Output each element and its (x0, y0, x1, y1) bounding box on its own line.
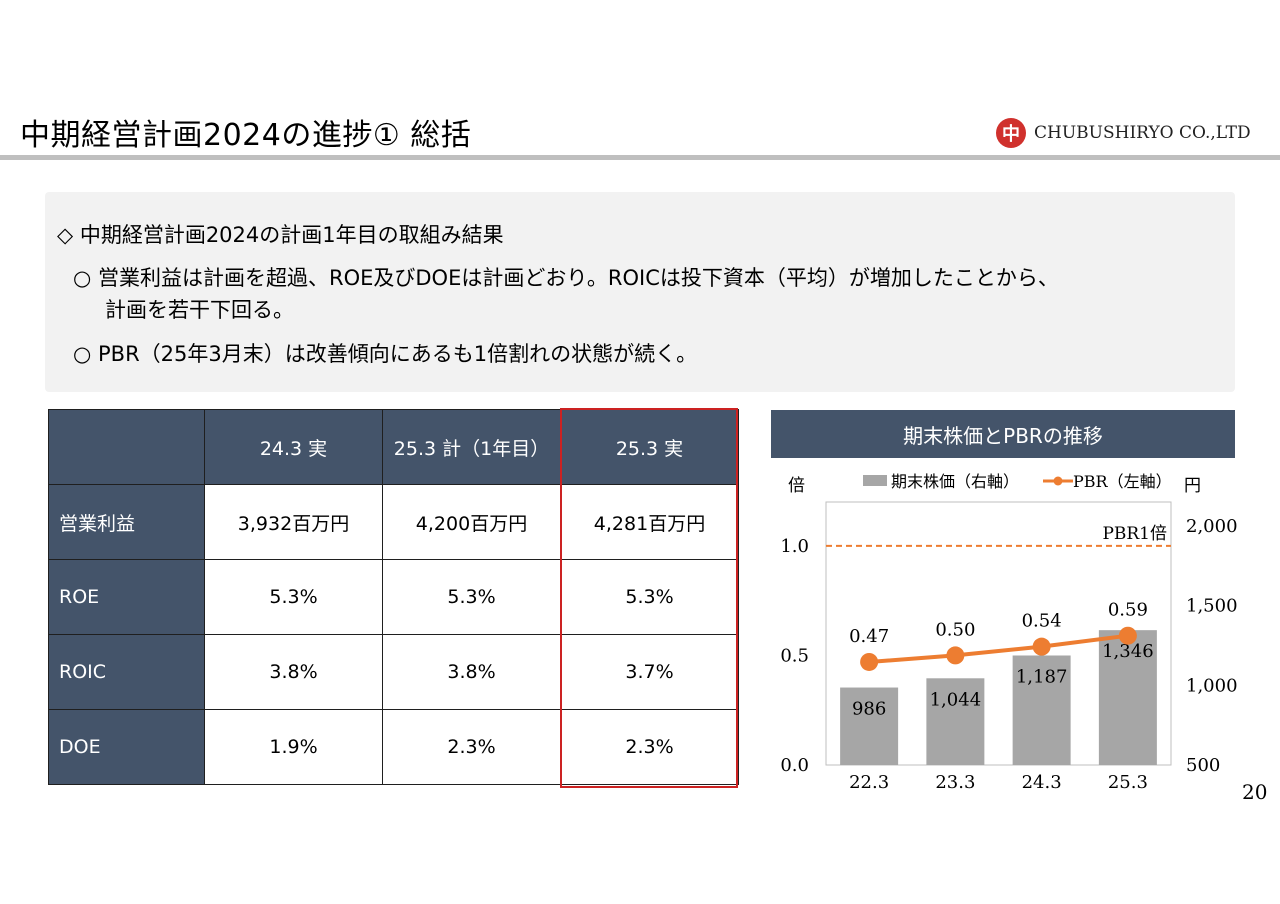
table-cell: 5.3% (382, 559, 561, 635)
pbr-point (860, 652, 879, 671)
plot-area (825, 501, 1172, 766)
summary-bullet-1-line-1: ○ 営業利益は計画を超過、ROE及びDOEは計画どおり。ROICは投下資本（平均… (73, 266, 1059, 290)
bar-data-label: 1,044 (930, 689, 982, 710)
table-row-label: ROE (48, 559, 205, 635)
table-row-label: DOE (48, 709, 205, 785)
company-logo-icon: 中 (996, 118, 1026, 148)
title-divider (0, 155, 1280, 160)
table-row-label: ROIC (48, 634, 205, 710)
right-axis-tick: 1,500 (1186, 596, 1238, 617)
page-title: 中期経営計画2024の進捗① 総括 (20, 118, 472, 153)
right-axis-tick: 1,000 (1186, 675, 1238, 696)
left-axis-tick: 1.0 (780, 536, 809, 557)
legend-line-label: PBR（左軸） (1073, 472, 1172, 491)
pbr-data-label: 0.47 (849, 626, 889, 647)
left-axis-label: 倍 (788, 476, 805, 496)
table-cell: 3.8% (204, 634, 383, 710)
summary-bullet-1-line-2: 計画を若干下回る。 (105, 298, 294, 322)
pbr-line (868, 633, 1129, 664)
table-header-cell: 25.3 計（1年目） (382, 409, 561, 485)
table-row-label: 営業利益 (48, 484, 205, 560)
x-axis-tick: 23.3 (935, 772, 975, 793)
right-axis-tick: 500 (1186, 755, 1220, 776)
x-axis-tick: 25.3 (1108, 772, 1148, 793)
legend-bar-swatch (863, 475, 887, 486)
chart-title: 期末株価とPBRの推移 (771, 410, 1235, 458)
bar-data-label: 1,346 (1102, 641, 1154, 662)
summary-box: ◇ 中期経営計画2024の計画1年目の取組み結果 ○ 営業利益は計画を超過、RO… (45, 192, 1235, 392)
chart-bar (1098, 630, 1157, 765)
right-axis-label: 円 (1184, 476, 1201, 496)
pbr-point (1118, 626, 1137, 645)
table-header-row: 24.3 実 25.3 計（1年目） 25.3 実 (48, 409, 739, 485)
left-axis-tick: 0.0 (780, 755, 809, 776)
pbr-data-label: 0.59 (1108, 600, 1148, 621)
table-cell: 3.7% (560, 634, 739, 710)
bar-data-label: 1,187 (1016, 666, 1068, 687)
table-cell: 5.3% (560, 559, 739, 635)
x-axis-tick: 24.3 (1022, 772, 1062, 793)
table-cell: 4,200百万円 (382, 484, 561, 560)
pbr-data-label: 0.54 (1022, 611, 1062, 632)
chart-bar (926, 678, 985, 765)
page-number: 20 (1242, 780, 1268, 804)
table-row: ROIC 3.8% 3.8% 3.7% (48, 634, 739, 710)
x-axis-tick: 22.3 (849, 772, 889, 793)
chart-bar (840, 687, 899, 765)
table-cell: 2.3% (560, 709, 739, 785)
kpi-table: 24.3 実 25.3 計（1年目） 25.3 実 営業利益 3,932百万円 … (48, 409, 739, 785)
summary-heading: ◇ 中期経営計画2024の計画1年目の取組み結果 (57, 223, 504, 247)
table-cell: 3,932百万円 (204, 484, 383, 560)
table-row: 営業利益 3,932百万円 4,200百万円 4,281百万円 (48, 484, 739, 560)
bar-data-label: 986 (852, 699, 886, 720)
summary-bullet-2: ○ PBR（25年3月末）は改善傾向にあるも1倍割れの状態が続く。 (73, 342, 698, 366)
company-logo: 中 CHUBUSHIRYO CO.,LTD (996, 118, 1251, 148)
table-row: DOE 1.9% 2.3% 2.3% (48, 709, 739, 785)
right-axis-tick: 2,000 (1186, 516, 1238, 537)
pbr-point (946, 646, 965, 665)
legend-line-marker (1053, 476, 1063, 486)
pbr-point (1032, 637, 1051, 656)
company-name: CHUBUSHIRYO CO.,LTD (1034, 123, 1251, 143)
table-cell: 2.3% (382, 709, 561, 785)
table-cell: 5.3% (204, 559, 383, 635)
reference-line-label: PBR1倍 (1102, 524, 1167, 544)
chart-bar (1012, 655, 1071, 765)
table-cell: 3.8% (382, 634, 561, 710)
table-header-cell: 24.3 実 (204, 409, 383, 485)
table-header-cell (48, 409, 205, 485)
table-row: ROE 5.3% 5.3% 5.3% (48, 559, 739, 635)
legend-bar-label: 期末株価（右軸） (891, 472, 1019, 491)
pbr-data-label: 0.50 (935, 619, 975, 640)
left-axis-tick: 0.5 (780, 645, 809, 666)
table-cell: 1.9% (204, 709, 383, 785)
table-cell: 4,281百万円 (560, 484, 739, 560)
stock-price-pbr-chart: PBR1倍 986 1,044 1,187 1,346 0.47 0.50 0.54 0.59 0… (780, 472, 1238, 793)
table-header-cell: 25.3 実 (560, 409, 739, 485)
